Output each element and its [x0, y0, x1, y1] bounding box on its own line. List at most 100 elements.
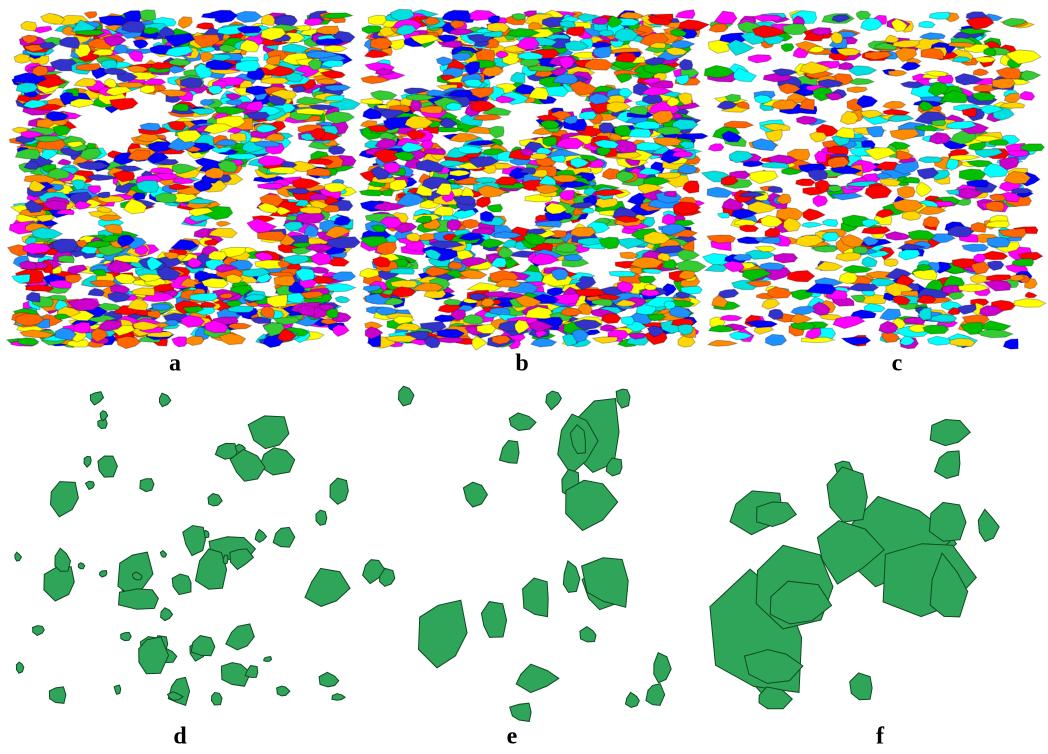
particle — [560, 190, 575, 200]
particle — [58, 159, 72, 165]
particle — [720, 315, 742, 321]
particle — [173, 104, 189, 112]
pore — [183, 526, 206, 556]
particle — [1012, 259, 1034, 266]
particle — [718, 213, 730, 219]
pore — [546, 391, 562, 410]
particle — [329, 146, 346, 155]
particle — [40, 42, 56, 49]
pore — [44, 567, 74, 601]
particle — [601, 314, 621, 324]
pore — [84, 456, 91, 467]
panel-label: a — [169, 351, 181, 377]
particle — [74, 322, 91, 333]
particle — [190, 293, 218, 301]
panel-label: f — [876, 724, 885, 750]
particle — [258, 183, 284, 189]
particle — [229, 154, 258, 160]
particle — [708, 144, 724, 152]
particle — [70, 99, 95, 108]
particle — [325, 283, 356, 291]
particle — [564, 255, 583, 261]
particle — [913, 270, 938, 280]
particle — [967, 180, 989, 187]
particle — [467, 283, 501, 291]
pore — [273, 527, 295, 547]
particle — [796, 179, 816, 186]
particle — [368, 15, 386, 25]
particle — [97, 192, 110, 198]
particle — [765, 334, 786, 345]
particle — [274, 276, 295, 286]
particle — [567, 27, 585, 36]
particle — [488, 16, 499, 24]
particle — [838, 62, 853, 69]
particle — [76, 30, 105, 35]
particle-panel — [702, 11, 1046, 350]
pore — [191, 636, 215, 656]
particle — [802, 222, 823, 227]
pore — [100, 571, 107, 577]
pore — [566, 480, 618, 530]
pore — [255, 529, 266, 542]
particle — [220, 293, 234, 298]
particle — [21, 21, 37, 31]
particle — [901, 62, 920, 70]
particle — [230, 133, 246, 141]
particle — [856, 11, 870, 20]
particle — [772, 100, 798, 110]
particle — [724, 121, 753, 128]
particle — [921, 48, 944, 59]
particle — [619, 88, 632, 97]
particle — [987, 237, 1010, 247]
particle — [759, 263, 786, 270]
particle — [932, 120, 946, 126]
particle — [893, 40, 919, 47]
particle — [1020, 91, 1034, 100]
particle — [847, 87, 867, 93]
particle — [884, 259, 898, 267]
pore — [510, 703, 531, 721]
particle — [888, 70, 907, 76]
particle — [24, 161, 39, 169]
pore — [98, 456, 118, 477]
particle — [812, 28, 832, 36]
particle — [885, 232, 912, 241]
panel-label: d — [173, 724, 187, 750]
pore — [481, 602, 506, 638]
pore — [850, 673, 872, 700]
particle — [801, 337, 834, 342]
particle — [480, 211, 494, 221]
particle — [768, 186, 782, 193]
particle — [422, 140, 434, 149]
particle — [180, 77, 202, 87]
particle — [620, 252, 638, 259]
pore — [319, 672, 339, 687]
pore — [580, 627, 596, 642]
pore — [330, 478, 348, 504]
particle — [748, 171, 778, 184]
particle — [17, 338, 39, 346]
pore — [196, 549, 227, 589]
pore — [929, 502, 966, 541]
pore — [114, 685, 121, 694]
particle — [920, 33, 946, 40]
particle — [92, 269, 106, 276]
pore — [646, 684, 665, 706]
particle — [822, 219, 838, 226]
particle — [140, 85, 155, 93]
particle — [295, 200, 309, 207]
particle — [989, 140, 1008, 146]
pore — [161, 608, 173, 621]
panel-label: e — [507, 724, 518, 750]
particle — [664, 191, 676, 197]
particle — [657, 173, 680, 179]
particle — [325, 45, 348, 52]
particle — [441, 10, 471, 21]
pore — [930, 420, 970, 446]
particle — [919, 21, 935, 28]
particle — [202, 278, 229, 288]
particle — [437, 338, 465, 343]
particle — [217, 221, 231, 226]
particle — [132, 288, 155, 296]
